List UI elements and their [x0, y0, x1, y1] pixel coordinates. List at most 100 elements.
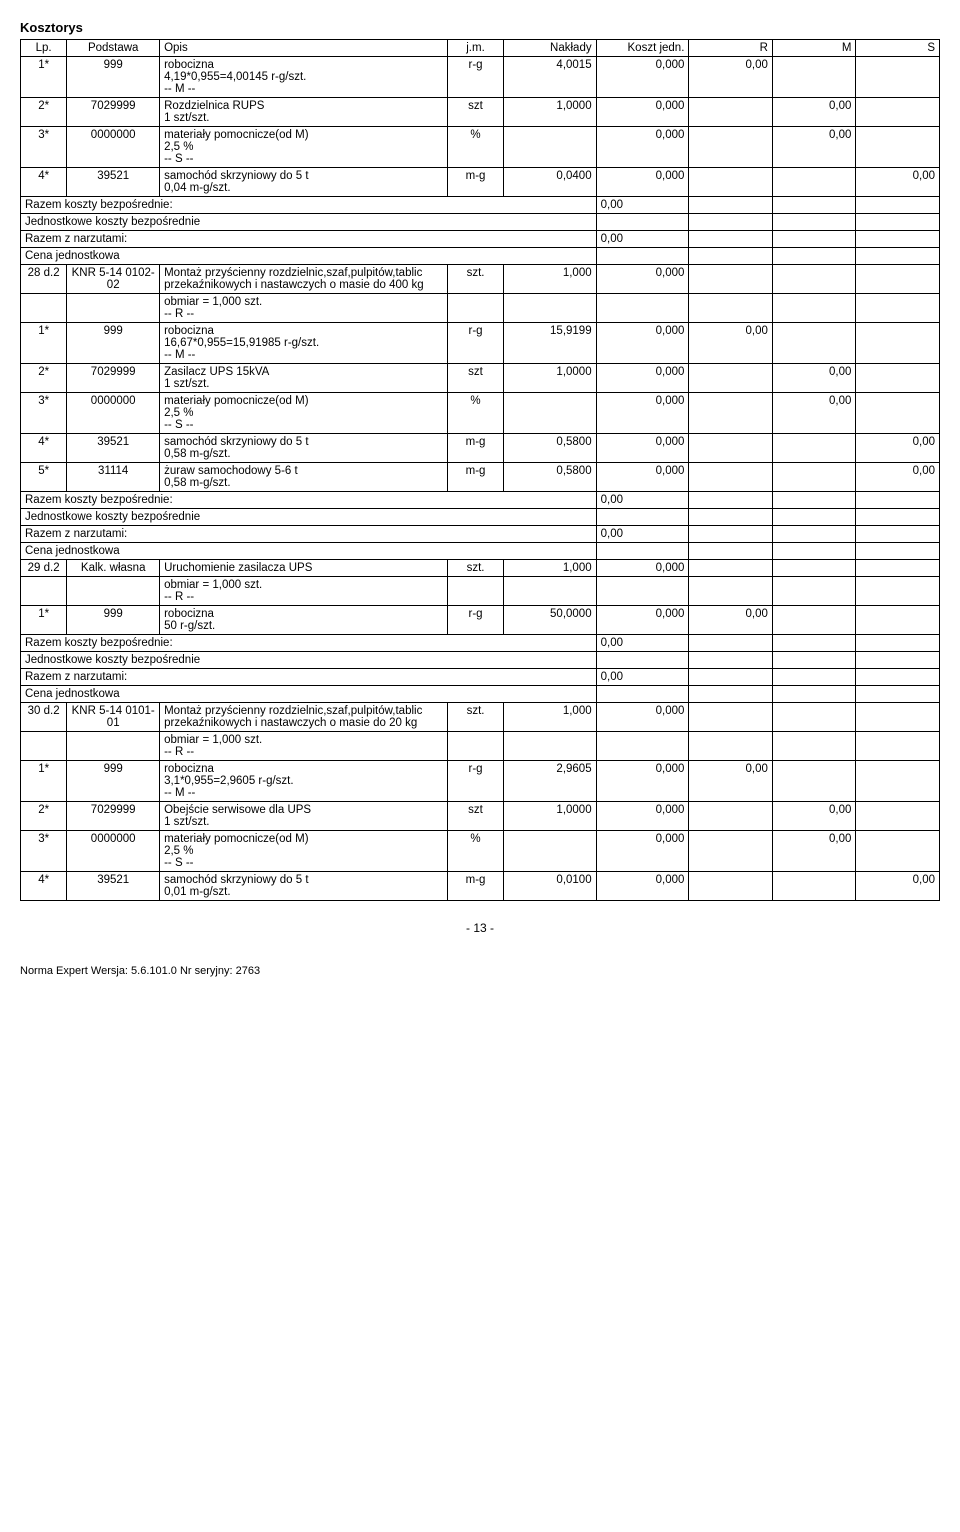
cell-s [856, 732, 940, 761]
cell-podstawa: 999 [67, 323, 160, 364]
cell-lp: 1* [21, 761, 67, 802]
empty-cell [689, 635, 773, 652]
cell-naklady: 1,000 [503, 560, 596, 577]
table-row: 4*39521samochód skrzyniowy do 5 t 0,01 m… [21, 872, 940, 901]
cell-r [689, 364, 773, 393]
col-jm: j.m. [448, 40, 504, 57]
cell-m: 0,00 [772, 98, 856, 127]
cell-opis: materiały pomocnicze(od M) 2,5 % -- S -- [160, 127, 448, 168]
cell-naklady [503, 577, 596, 606]
summary-value: 0,00 [596, 669, 689, 686]
cell-opis: Zasilacz UPS 15kVA 1 szt/szt. [160, 364, 448, 393]
cell-podstawa: 0000000 [67, 393, 160, 434]
empty-cell [689, 197, 773, 214]
page-title: Kosztorys [20, 20, 940, 35]
cell-podstawa: 999 [67, 606, 160, 635]
summary-value: 0,00 [596, 635, 689, 652]
cell-jm: m-g [448, 872, 504, 901]
table-row: 4*39521samochód skrzyniowy do 5 t 0,04 m… [21, 168, 940, 197]
cell-lp: 4* [21, 872, 67, 901]
cell-opis: Rozdzielnica RUPS 1 szt/szt. [160, 98, 448, 127]
summary-value [596, 686, 689, 703]
cell-r [689, 434, 773, 463]
cell-jm: szt [448, 802, 504, 831]
summary-label: Cena jednostkowa [21, 686, 597, 703]
summary-value: 0,00 [596, 231, 689, 248]
cell-s [856, 831, 940, 872]
cell-naklady [503, 831, 596, 872]
table-row: 2*7029999Rozdzielnica RUPS 1 szt/szt.szt… [21, 98, 940, 127]
cell-opis: materiały pomocnicze(od M) 2,5 % -- S -- [160, 393, 448, 434]
cell-opis: robocizna 50 r-g/szt. [160, 606, 448, 635]
cell-r [689, 294, 773, 323]
cell-r [689, 98, 773, 127]
cell-lp: 3* [21, 831, 67, 872]
cell-r [689, 127, 773, 168]
cell-r: 0,00 [689, 606, 773, 635]
empty-cell [856, 197, 940, 214]
table-row: 2*7029999Obejście serwisowe dla UPS 1 sz… [21, 802, 940, 831]
cell-naklady: 0,5800 [503, 434, 596, 463]
table-row: 4*39521samochód skrzyniowy do 5 t 0,58 m… [21, 434, 940, 463]
cell-jm: r-g [448, 606, 504, 635]
cell-lp [21, 732, 67, 761]
cell-m [772, 872, 856, 901]
cell-lp: 4* [21, 434, 67, 463]
cell-podstawa [67, 294, 160, 323]
cell-naklady: 1,000 [503, 265, 596, 294]
cell-podstawa: 7029999 [67, 98, 160, 127]
cell-m: 0,00 [772, 393, 856, 434]
table-row: 5*31114żuraw samochodowy 5-6 t 0,58 m-g/… [21, 463, 940, 492]
cell-podstawa: 31114 [67, 463, 160, 492]
table-row: obmiar = 1,000 szt. -- R -- [21, 732, 940, 761]
cell-m [772, 577, 856, 606]
empty-cell [772, 686, 856, 703]
empty-cell [856, 509, 940, 526]
cell-podstawa: 0000000 [67, 831, 160, 872]
cell-m: 0,00 [772, 364, 856, 393]
cell-lp: 2* [21, 802, 67, 831]
cell-lp: 28 d.2 [21, 265, 67, 294]
cell-r [689, 872, 773, 901]
cell-jm: r-g [448, 323, 504, 364]
cell-m: 0,00 [772, 831, 856, 872]
cell-r [689, 560, 773, 577]
cell-lp: 30 d.2 [21, 703, 67, 732]
cell-podstawa: KNR 5-14 0102-02 [67, 265, 160, 294]
summary-label: Razem z narzutami: [21, 526, 597, 543]
table-row: Razem z narzutami:0,00 [21, 669, 940, 686]
cell-m: 0,00 [772, 802, 856, 831]
summary-value [596, 248, 689, 265]
cell-jm [448, 294, 504, 323]
cell-r: 0,00 [689, 323, 773, 364]
summary-label: Razem koszty bezpośrednie: [21, 492, 597, 509]
cell-koszt: 0,000 [596, 98, 689, 127]
cell-naklady [503, 393, 596, 434]
cell-r [689, 831, 773, 872]
empty-cell [772, 214, 856, 231]
cell-opis: Montaż przyścienny rozdzielnic,szaf,pulp… [160, 703, 448, 732]
cell-lp: 3* [21, 127, 67, 168]
cell-lp: 3* [21, 393, 67, 434]
table-row: Razem z narzutami:0,00 [21, 231, 940, 248]
cell-naklady: 1,0000 [503, 802, 596, 831]
cell-podstawa [67, 732, 160, 761]
cell-s: 0,00 [856, 168, 940, 197]
empty-cell [772, 526, 856, 543]
table-row: 1*999robocizna 50 r-g/szt.r-g50,00000,00… [21, 606, 940, 635]
cell-lp: 4* [21, 168, 67, 197]
cell-s: 0,00 [856, 872, 940, 901]
cell-opis: Uruchomienie zasilacza UPS [160, 560, 448, 577]
header-row: Lp. Podstawa Opis j.m. Nakłady Koszt jed… [21, 40, 940, 57]
cell-podstawa: 39521 [67, 168, 160, 197]
table-row: Cena jednostkowa [21, 248, 940, 265]
cell-podstawa: 39521 [67, 872, 160, 901]
col-lp: Lp. [21, 40, 67, 57]
cell-r [689, 802, 773, 831]
table-row: 1*999robocizna 3,1*0,955=2,9605 r-g/szt.… [21, 761, 940, 802]
empty-cell [689, 214, 773, 231]
cell-lp: 1* [21, 606, 67, 635]
summary-label: Jednostkowe koszty bezpośrednie [21, 214, 597, 231]
cell-lp [21, 577, 67, 606]
cell-m [772, 265, 856, 294]
